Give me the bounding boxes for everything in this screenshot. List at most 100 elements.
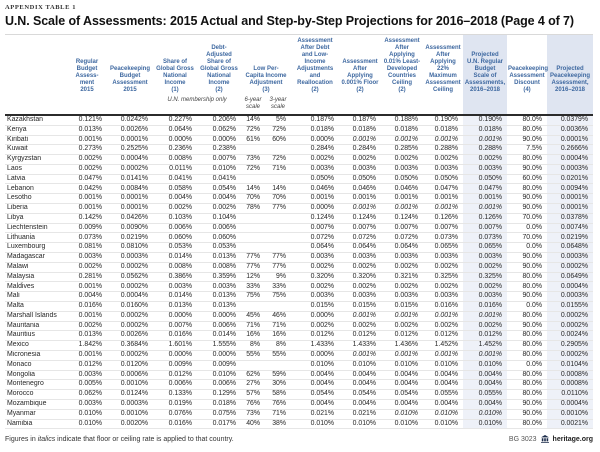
website-link[interactable]: heritage.org bbox=[552, 435, 593, 443]
value-cell: 0.002% bbox=[381, 321, 424, 332]
value-cell: 0.000% bbox=[291, 350, 340, 361]
value-cell: 0.053% bbox=[197, 242, 241, 254]
value-cell: 0.021% bbox=[339, 409, 382, 420]
table-row: Liechtenstein 0.009% 0.0090% 0.006% 0.006% 0.… bbox=[5, 223, 594, 234]
value-cell: 0.001% bbox=[463, 203, 508, 214]
value-cell: 0.014% bbox=[153, 252, 197, 263]
table-row: Kyrgyzstan 0.002% 0.0004% 0.008% 0.007% 73% 72… bbox=[5, 154, 594, 165]
value-cell: 0.007% bbox=[339, 223, 382, 234]
value-cell: 0.006% bbox=[197, 321, 241, 332]
value-cell: 0.359% bbox=[197, 272, 241, 283]
value-cell: 0.0003% bbox=[547, 291, 594, 303]
value-cell: 0.047% bbox=[463, 183, 508, 195]
value-cell: 0.0094% bbox=[547, 183, 594, 195]
column-header-low_per_capita: Low Per- Capita Income Adjustment (3) bbox=[245, 66, 287, 93]
value-cell: 0.003% bbox=[339, 164, 382, 175]
value-cell: 0.003% bbox=[339, 291, 382, 303]
value-cell: 0.0003% bbox=[547, 252, 594, 263]
value-cell: 57% bbox=[241, 389, 265, 401]
table-row: Liberia 0.001% 0.0001% 0.002% 0.002% 78% 77% 0.… bbox=[5, 203, 594, 214]
value-cell: 0.001% bbox=[381, 350, 424, 361]
value-cell: 0.014% bbox=[153, 291, 197, 303]
value-cell: 0.284% bbox=[339, 144, 382, 156]
value-cell: 72% bbox=[265, 154, 292, 165]
value-cell: 0.000% bbox=[291, 311, 340, 322]
value-cell: 0.013% bbox=[67, 330, 107, 342]
value-cell: 0.002% bbox=[463, 154, 508, 165]
country-cell: Lesotho bbox=[5, 193, 67, 205]
subheader-after_debt_low_income bbox=[291, 96, 340, 116]
value-cell: 80.0% bbox=[507, 350, 548, 361]
value-cell: 0.000% bbox=[197, 350, 241, 361]
value-cell: 0.001% bbox=[339, 350, 382, 361]
value-cell: 71% bbox=[265, 409, 292, 420]
value-cell: 0.0810% bbox=[107, 242, 153, 254]
subheader-projected_regular bbox=[463, 96, 508, 116]
value-cell: 90.0% bbox=[507, 409, 548, 420]
value-cell: 0.001% bbox=[463, 193, 508, 205]
value-cell: 0.236% bbox=[153, 144, 197, 156]
value-cell: 1.433% bbox=[339, 340, 382, 352]
value-cell: 72% bbox=[241, 164, 265, 175]
value-cell: 0.003% bbox=[197, 281, 241, 293]
value-cell: 0.072% bbox=[381, 232, 424, 244]
value-cell: 0.0001% bbox=[107, 135, 153, 146]
country-cell: Lebanon bbox=[5, 183, 67, 195]
country-cell: Mauritius bbox=[5, 330, 67, 342]
value-cell: 0.0002% bbox=[547, 262, 594, 273]
value-cell: 0.001% bbox=[463, 135, 508, 146]
value-cell: 80.0% bbox=[507, 154, 548, 165]
table-row: Lebanon 0.042% 0.0084% 0.058% 0.054% 14% 14% 0.… bbox=[5, 183, 594, 195]
value-cell: 0.002% bbox=[291, 154, 340, 165]
value-cell: 0.0242% bbox=[107, 115, 153, 126]
value-cell: 0.010% bbox=[197, 370, 241, 381]
value-cell: 0.007% bbox=[197, 154, 241, 165]
value-cell: 0.004% bbox=[67, 291, 107, 303]
value-cell: 0.012% bbox=[153, 370, 197, 381]
value-cell: 90.0% bbox=[507, 262, 548, 273]
value-cell: 0.001% bbox=[463, 311, 508, 322]
value-cell: 0.015% bbox=[381, 301, 424, 312]
value-cell: 0.016% bbox=[153, 330, 197, 342]
value-cell: 78% bbox=[241, 203, 265, 214]
value-cell: 0.072% bbox=[291, 232, 340, 244]
value-cell: 0.010% bbox=[423, 419, 464, 430]
value-cell: 0.0002% bbox=[547, 350, 594, 361]
value-cell: 0.009% bbox=[197, 360, 241, 371]
value-cell: 0.001% bbox=[423, 350, 464, 361]
table-row: Libya 0.142% 0.0426% 0.103% 0.104% 0.124% 0.12… bbox=[5, 213, 594, 224]
value-cell: 0.0003% bbox=[547, 164, 594, 175]
value-cell: 0.010% bbox=[291, 360, 340, 371]
value-cell: 14% bbox=[241, 115, 265, 126]
country-cell: Monaco bbox=[5, 360, 67, 371]
value-cell bbox=[241, 232, 265, 244]
value-cell: 0.142% bbox=[67, 213, 107, 224]
value-cell: 62% bbox=[241, 370, 265, 381]
value-cell: 1.842% bbox=[67, 340, 107, 352]
value-cell: 0.002% bbox=[381, 154, 424, 165]
value-cell: 0.273% bbox=[67, 144, 107, 156]
country-cell: Lithuania bbox=[5, 232, 67, 244]
value-cell: 0.047% bbox=[67, 174, 107, 185]
value-cell: 76% bbox=[241, 399, 265, 410]
value-cell: 0.320% bbox=[291, 272, 340, 283]
value-cell: 0.003% bbox=[291, 252, 340, 263]
value-cell: 0.002% bbox=[67, 262, 107, 273]
country-cell: Mauritania bbox=[5, 321, 67, 332]
value-cell bbox=[265, 223, 292, 234]
subheader-regular_2015 bbox=[67, 96, 107, 116]
value-cell bbox=[265, 242, 292, 254]
value-cell: 0.000% bbox=[291, 135, 340, 146]
value-cell: 0.004% bbox=[463, 370, 508, 381]
value-cell: 0.002% bbox=[339, 281, 382, 293]
table-row: Mauritania 0.002% 0.0002% 0.007% 0.006% 71% 71… bbox=[5, 321, 594, 332]
value-cell: 0.072% bbox=[339, 232, 382, 244]
value-cell: 90.0% bbox=[507, 291, 548, 303]
value-cell: 73% bbox=[241, 409, 265, 420]
value-cell: 0.018% bbox=[423, 125, 464, 136]
value-cell: 40% bbox=[241, 419, 265, 430]
value-cell: 0.004% bbox=[339, 379, 382, 391]
value-cell: 0.003% bbox=[463, 291, 508, 303]
value-cell: 0.064% bbox=[381, 242, 424, 254]
column-header-after_floor: Assessment After Applying 0.001% Floor (… bbox=[341, 59, 379, 93]
